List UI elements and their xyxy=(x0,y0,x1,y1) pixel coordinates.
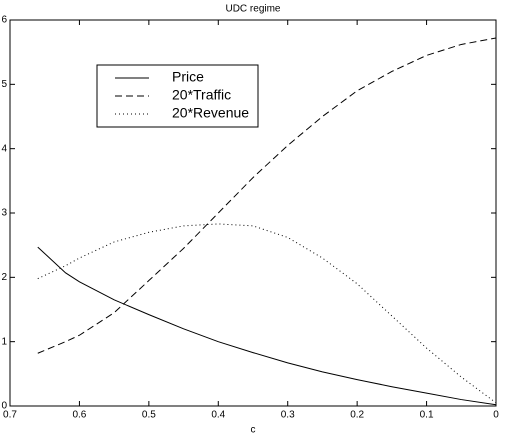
y-tick-label: 6 xyxy=(1,15,7,26)
x-tick-label: 0 xyxy=(493,410,499,421)
x-tick-label: 0.7 xyxy=(3,410,17,421)
y-tick-label: 5 xyxy=(1,79,7,90)
x-tick-label: 0.3 xyxy=(281,410,295,421)
x-tick-label: 0.1 xyxy=(420,410,434,421)
x-tick-label: 0.2 xyxy=(350,410,364,421)
y-tick-label: 3 xyxy=(1,208,7,219)
y-tick-label: 0 xyxy=(1,401,7,412)
chart-title: UDC regime xyxy=(225,4,280,15)
y-tick-label: 2 xyxy=(1,272,7,283)
y-tick-label: 4 xyxy=(1,143,7,154)
legend-box xyxy=(96,64,259,128)
x-tick-label: 0.6 xyxy=(72,410,86,421)
x-tick-label: 0.4 xyxy=(211,410,225,421)
x-axis-label: c xyxy=(251,425,256,436)
legend-label: 20*Revenue xyxy=(172,105,249,121)
legend-label: 20*Traffic xyxy=(172,87,231,103)
x-tick-label: 0.5 xyxy=(142,410,156,421)
y-tick-label: 1 xyxy=(1,336,7,347)
series-line xyxy=(37,223,497,404)
series-line xyxy=(37,37,497,354)
legend-label: Price xyxy=(172,69,204,85)
series-line xyxy=(37,246,497,406)
